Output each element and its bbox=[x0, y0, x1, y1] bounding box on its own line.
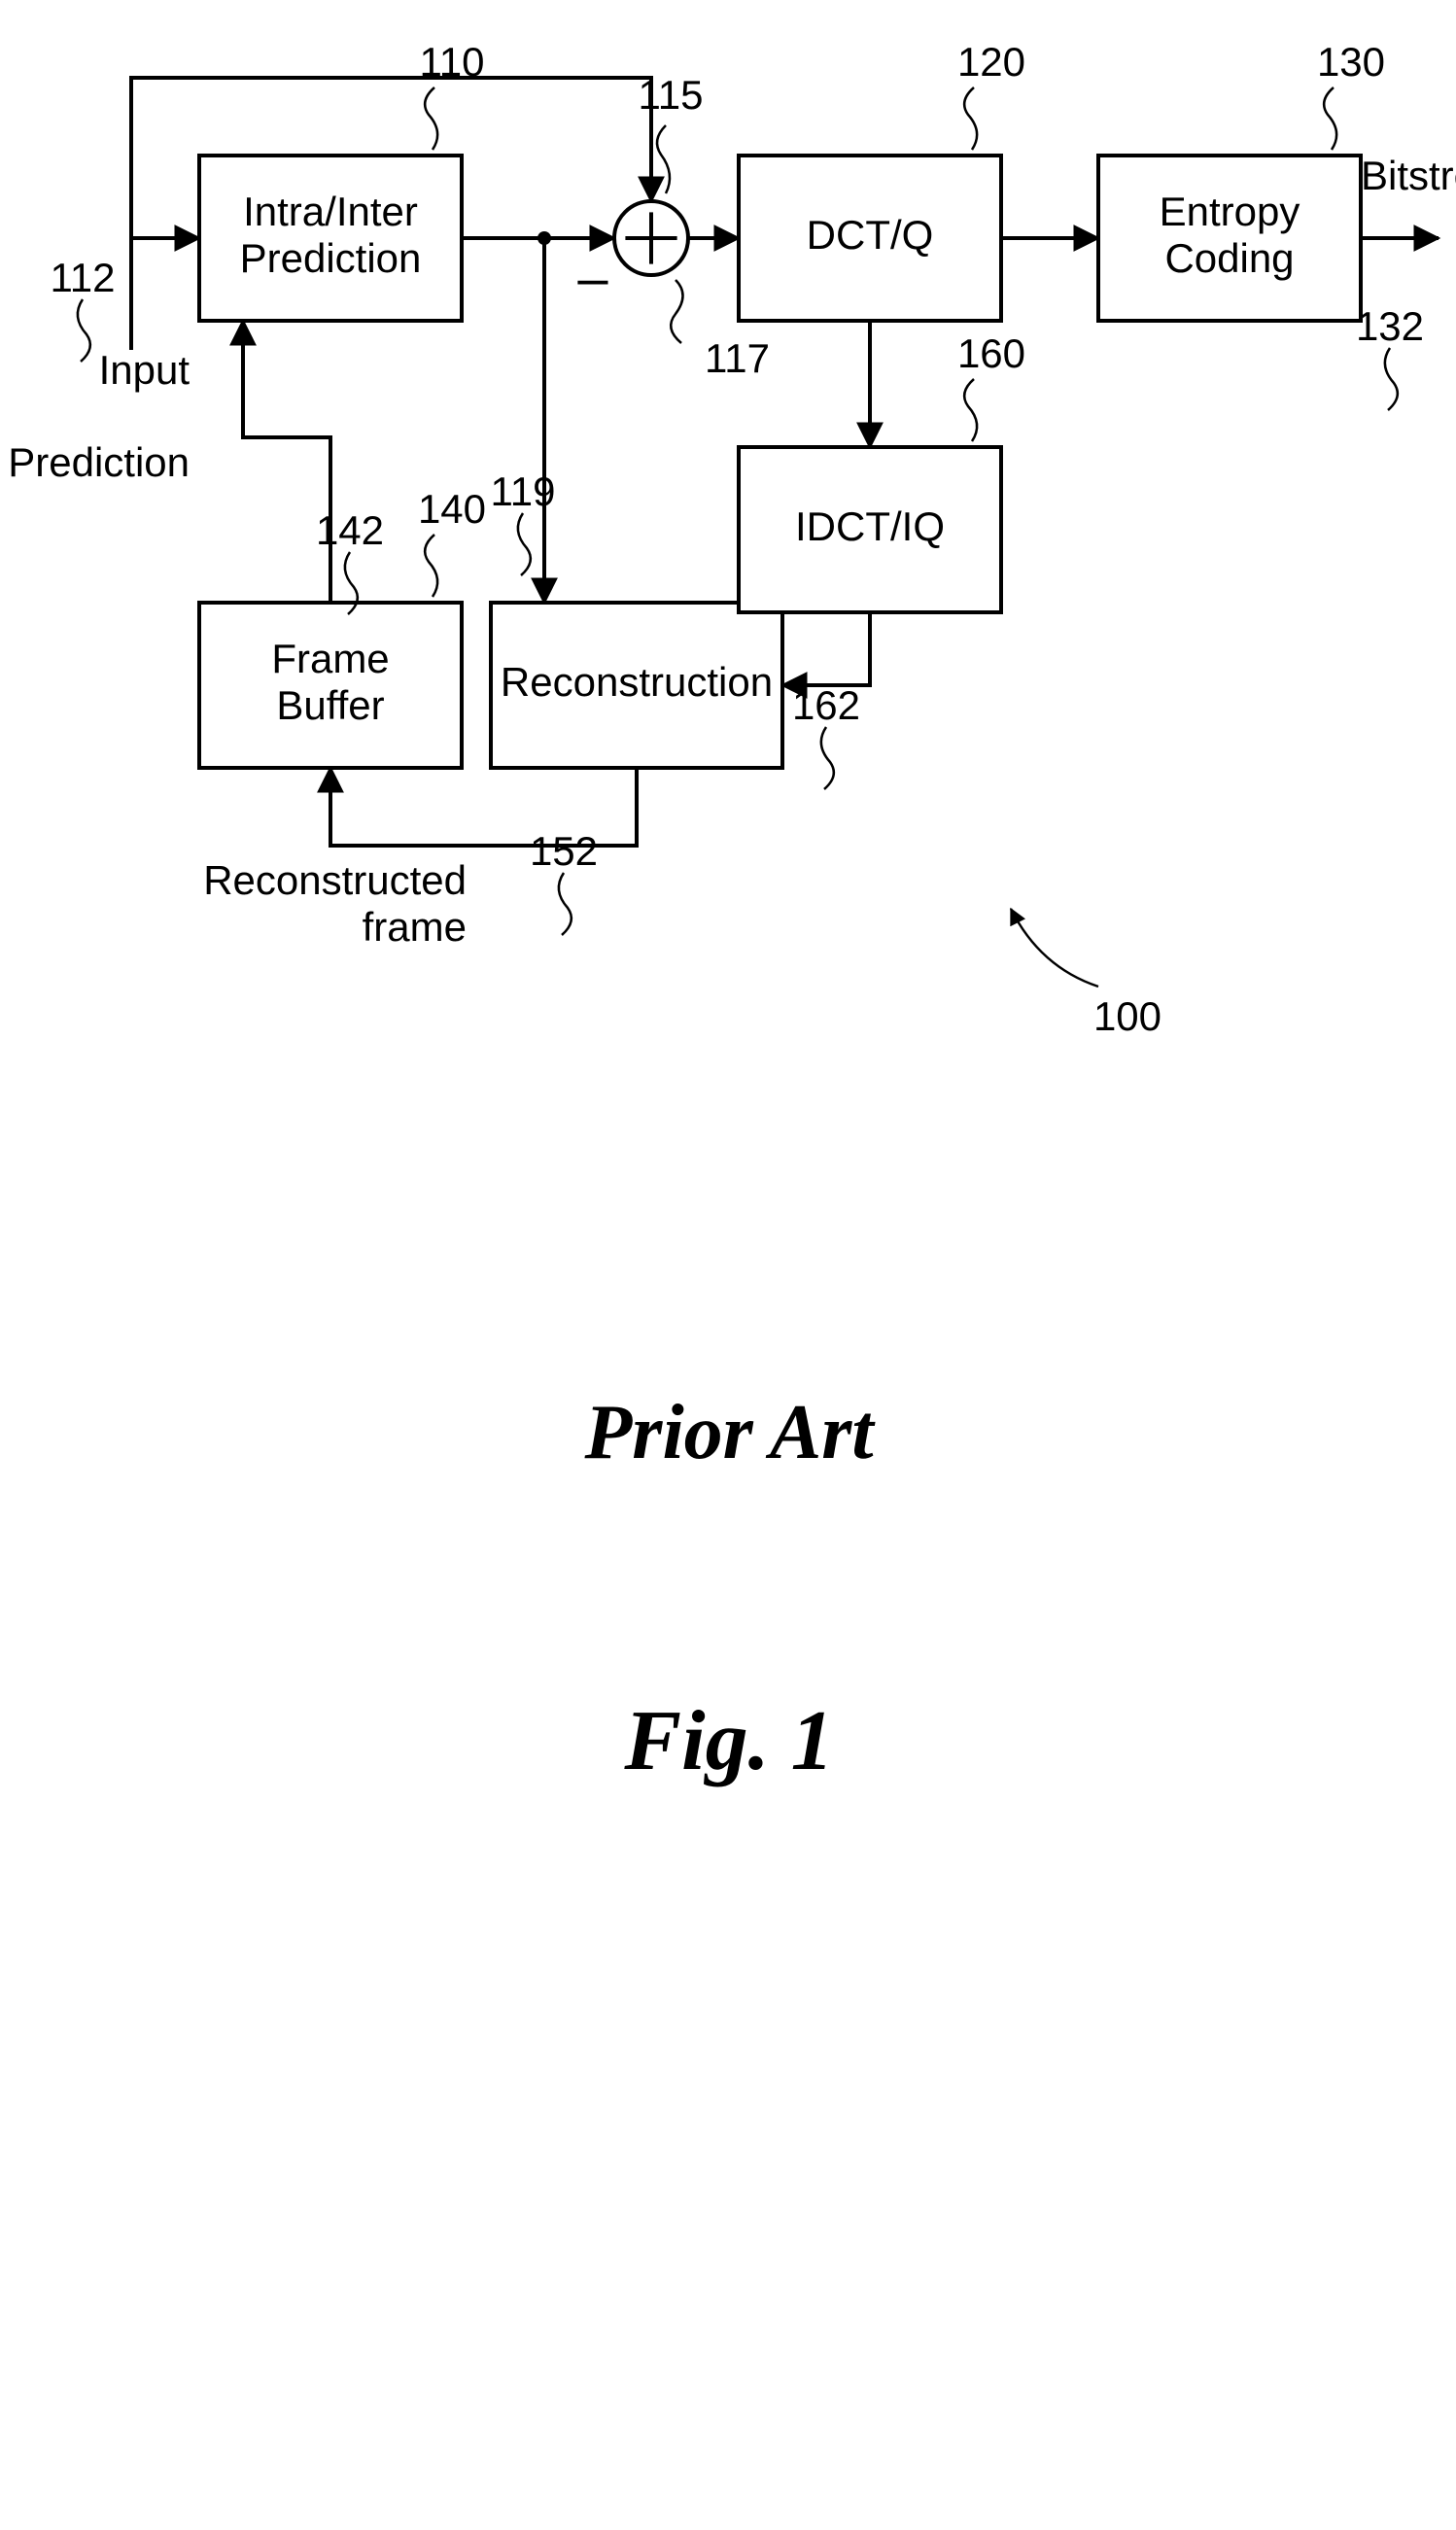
leader-115 bbox=[657, 125, 670, 193]
ref-142: 142 bbox=[316, 507, 384, 553]
ref-110: 110 bbox=[420, 39, 485, 85]
leader-140 bbox=[425, 535, 437, 597]
edge-input_to_pred bbox=[131, 238, 199, 350]
leader-100 bbox=[1011, 909, 1098, 987]
leader-120 bbox=[964, 87, 977, 150]
block-reconstruction-label-0: Reconstruction bbox=[501, 659, 773, 705]
ref-160: 160 bbox=[957, 330, 1025, 376]
edge-fb_to_pred bbox=[243, 321, 330, 603]
label-reconstructed_l2: frame bbox=[363, 904, 467, 950]
ref-130: 130 bbox=[1317, 39, 1385, 85]
block-idct-label-0: IDCT/IQ bbox=[795, 503, 945, 549]
ref-152: 152 bbox=[530, 828, 598, 874]
block-frame_buffer-label-1: Buffer bbox=[276, 682, 384, 728]
ref-119: 119 bbox=[491, 468, 556, 514]
ref-112: 112 bbox=[51, 255, 116, 300]
ref-120: 120 bbox=[957, 39, 1025, 85]
block-prediction-label-1: Prediction bbox=[240, 235, 422, 281]
leader bbox=[559, 873, 572, 935]
leader-130 bbox=[1324, 87, 1336, 150]
ref-162: 162 bbox=[792, 682, 860, 728]
figure-caption: Fig. 1 bbox=[623, 1694, 833, 1788]
leader bbox=[78, 299, 90, 362]
label-reconstructed_l1: Reconstructed bbox=[203, 857, 467, 903]
leader-160 bbox=[964, 379, 977, 441]
block-entropy-label-0: Entropy bbox=[1160, 189, 1300, 234]
ref-115: 115 bbox=[639, 72, 704, 118]
leader-110 bbox=[425, 87, 437, 150]
leader-117 bbox=[671, 280, 682, 343]
summing-minus-sign: – bbox=[577, 247, 608, 308]
block-entropy-label-1: Coding bbox=[1164, 235, 1294, 281]
ref-140: 140 bbox=[418, 486, 486, 532]
label-bitstream: Bitstream bbox=[1361, 153, 1456, 198]
ref-100: 100 bbox=[1093, 993, 1161, 1039]
label-input: Input bbox=[99, 347, 191, 393]
leader bbox=[1385, 348, 1398, 410]
block-frame_buffer-label-0: Frame bbox=[271, 636, 389, 681]
ref-117: 117 bbox=[705, 335, 770, 381]
edge-idct_to_recon2 bbox=[782, 612, 870, 685]
block-dctq-label-0: DCT/Q bbox=[807, 212, 934, 258]
ref-132: 132 bbox=[1356, 303, 1424, 349]
prior-art-caption: Prior Art bbox=[583, 1390, 876, 1475]
leader bbox=[821, 727, 834, 789]
block-prediction-label-0: Intra/Inter bbox=[243, 189, 418, 234]
leader bbox=[518, 513, 531, 575]
label-prediction_label: Prediction bbox=[8, 439, 190, 485]
